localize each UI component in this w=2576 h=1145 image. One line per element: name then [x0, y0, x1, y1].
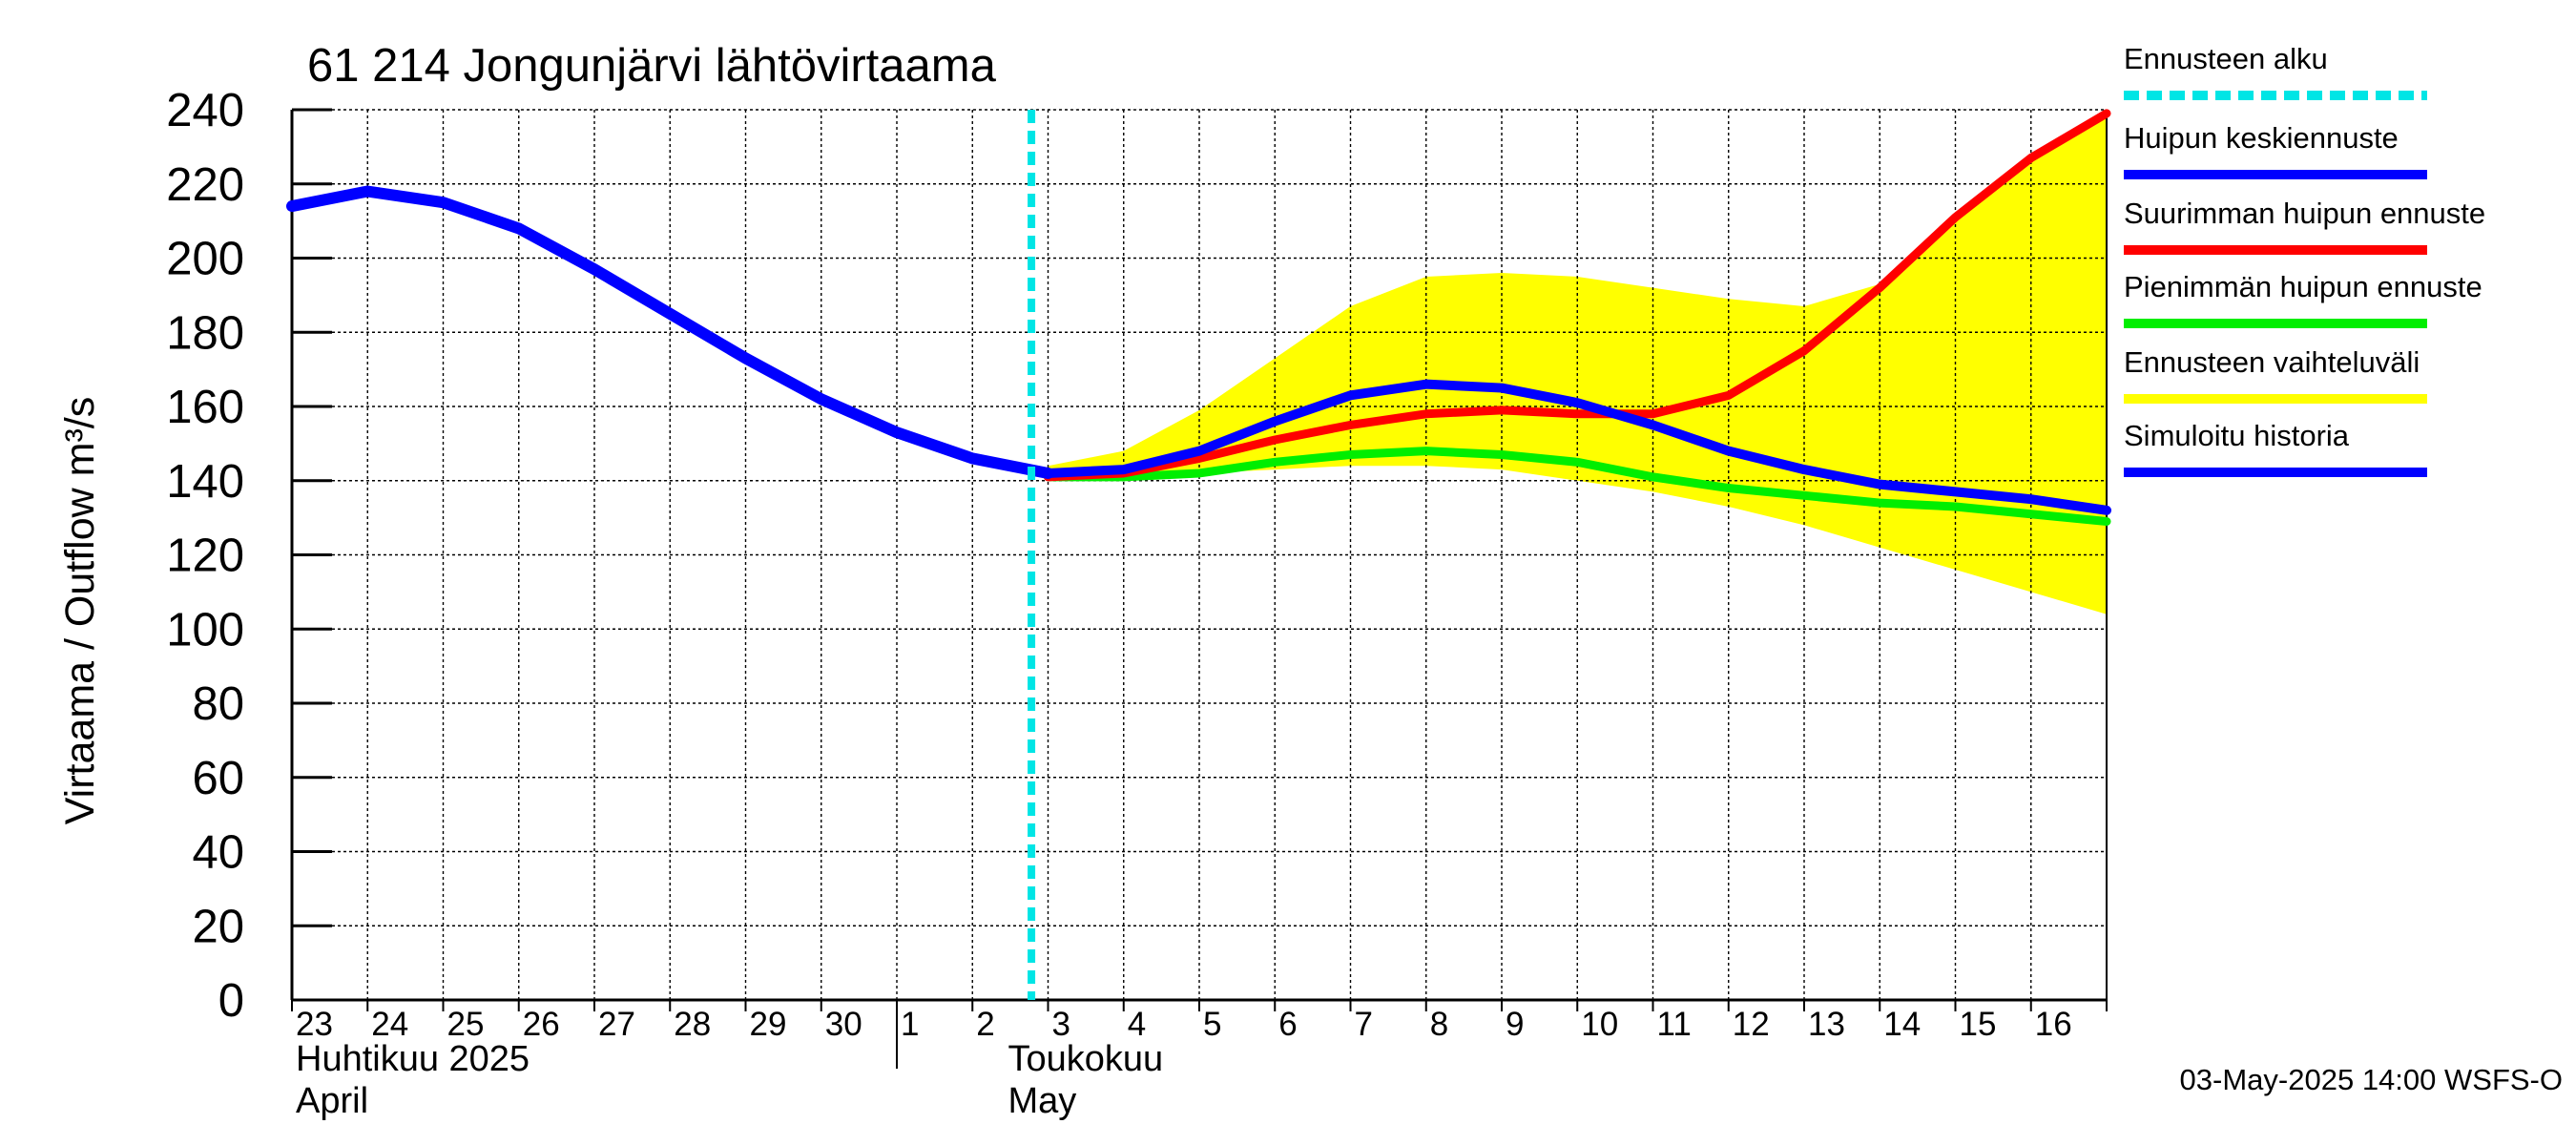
x-tick-label: 27	[598, 1006, 635, 1043]
month-label: Toukokuu	[1008, 1039, 1164, 1079]
y-axis-label: Virtaama / Outflow m³/s	[57, 397, 103, 824]
x-tick-label: 6	[1278, 1006, 1297, 1043]
month-label: Huhtikuu 2025	[296, 1039, 530, 1079]
y-tick-label: 180	[166, 307, 244, 359]
y-tick-label: 80	[192, 678, 244, 730]
series-line-max-peak	[1044, 109, 2111, 482]
y-tick-label: 240	[166, 85, 244, 136]
x-tick-label: 8	[1430, 1006, 1448, 1043]
legend-label: Huipun keskiennuste	[2124, 121, 2399, 155]
chart-title: 61 214 Jongunjärvi lähtövirtaama	[307, 40, 997, 92]
x-tick-label: 3	[1052, 1006, 1070, 1043]
series-line-min-peak	[1044, 447, 2111, 527]
legend-label: Ennusteen vaihteluväli	[2124, 345, 2420, 379]
y-tick-label: 200	[166, 234, 244, 285]
x-tick-label: 4	[1128, 1006, 1146, 1043]
x-tick-label: 16	[2035, 1006, 2072, 1043]
legend: Ennusteen alku Huipun keskiennuste Suurimm…	[2124, 42, 2485, 477]
x-tick-label: 26	[523, 1006, 560, 1043]
y-tick-label: 160	[166, 382, 244, 433]
x-tick-label: 12	[1733, 1006, 1770, 1043]
x-tick-label: 29	[750, 1006, 787, 1043]
y-tick-label: 0	[218, 975, 244, 1027]
legend-label: Pienimmän huipun ennuste	[2124, 270, 2483, 303]
x-tick-label: 23	[296, 1006, 333, 1043]
legend-label: Simuloitu historia	[2124, 419, 2350, 452]
series-line-mean-peak	[1043, 379, 2111, 515]
legend-label: Suurimman huipun ennuste	[2124, 197, 2485, 230]
x-tick-label: 2	[976, 1006, 994, 1043]
series-line-simulated-history	[286, 185, 1054, 479]
x-tick-label: 24	[371, 1006, 408, 1043]
y-tick-label: 40	[192, 827, 244, 879]
x-tick-label: 10	[1581, 1006, 1618, 1043]
x-tick-label: 7	[1355, 1006, 1373, 1043]
x-tick-label: 5	[1203, 1006, 1221, 1043]
x-tick-label: 11	[1657, 1006, 1692, 1043]
y-tick-label: 100	[166, 604, 244, 656]
x-tick-label: 1	[901, 1006, 919, 1043]
timestamp-footer: 03-May-2025 14:00 WSFS-O	[2180, 1063, 2563, 1096]
x-tick-label: 25	[447, 1006, 485, 1043]
x-tick-label: 9	[1506, 1006, 1524, 1043]
x-tick-label: 13	[1808, 1006, 1845, 1043]
month-label-english: May	[1008, 1081, 1077, 1121]
y-tick-label: 20	[192, 901, 244, 952]
legend-label: Ennusteen alku	[2124, 42, 2328, 75]
month-label-english: April	[296, 1081, 368, 1121]
y-tick-label: 60	[192, 753, 244, 804]
x-tick-label: 30	[825, 1006, 862, 1043]
x-tick-label: 14	[1883, 1006, 1921, 1043]
y-tick-label: 140	[166, 456, 244, 508]
y-tick-label: 220	[166, 159, 244, 211]
x-tick-label: 28	[674, 1006, 711, 1043]
x-tick-label: 15	[1960, 1006, 1997, 1043]
y-tick-label: 120	[166, 531, 244, 582]
